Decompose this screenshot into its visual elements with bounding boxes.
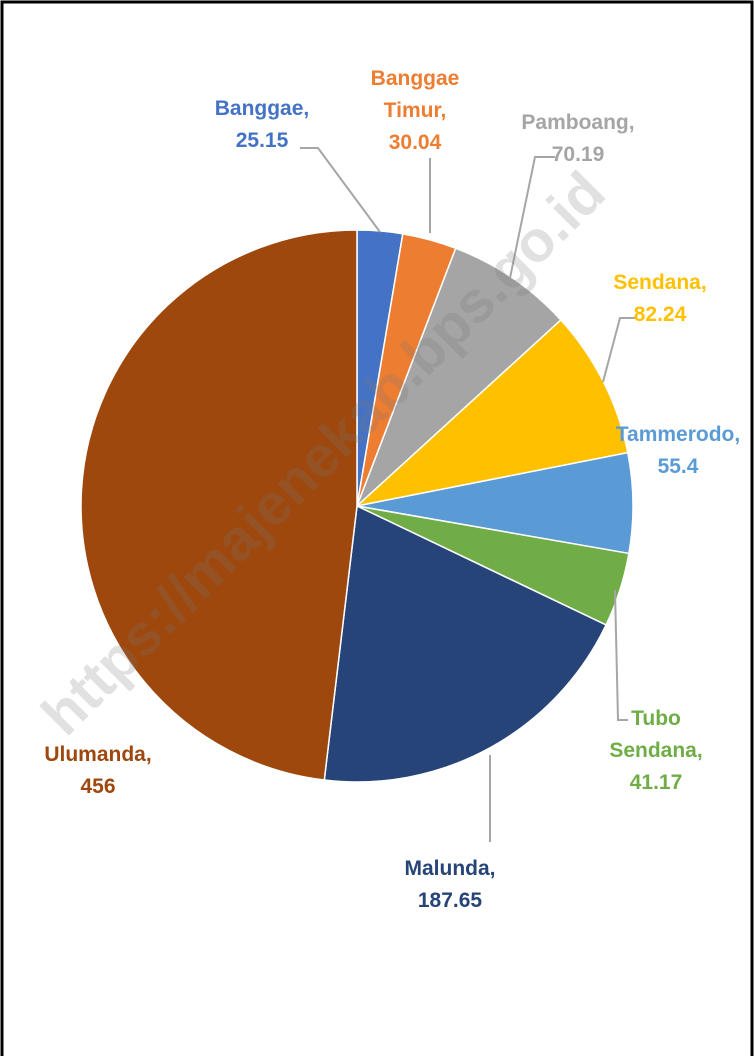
- category-name: Banggae Timur: [370, 67, 460, 122]
- data-label: Banggae, 25.15: [192, 93, 332, 157]
- value-label: 25.15: [235, 129, 289, 152]
- label-name: Tubo Sendana,: [601, 703, 711, 767]
- data-label: Tubo Sendana, 41.17: [601, 703, 711, 799]
- separator: ,: [734, 423, 741, 446]
- slice: [80, 229, 358, 781]
- category-name: Tubo Sendana: [609, 707, 697, 762]
- data-label: Pamboang, 70.19: [498, 107, 658, 171]
- label-name: Tammerodo,: [603, 419, 753, 451]
- category-name: Malunda: [404, 857, 490, 880]
- label-name: Malunda,: [380, 853, 520, 885]
- value-label: 30.04: [388, 131, 442, 154]
- data-label: Tammerodo, 55.4: [603, 419, 753, 483]
- separator: ,: [145, 743, 152, 766]
- category-name: Ulumanda: [44, 743, 146, 766]
- leader-lines: [300, 147, 636, 842]
- leader-line: [602, 317, 636, 383]
- value-label: 82.24: [633, 303, 687, 326]
- value-label: 41.17: [629, 771, 683, 794]
- label-name: Ulumanda,: [18, 739, 178, 771]
- value-label: 70.19: [551, 143, 605, 166]
- separator: ,: [628, 111, 635, 134]
- label-name: Banggae Timur,: [360, 63, 470, 127]
- category-name: Banggae: [214, 97, 304, 120]
- value-label: 456: [80, 775, 116, 798]
- separator: ,: [440, 99, 447, 122]
- label-name: Pamboang,: [498, 107, 658, 139]
- separator: ,: [489, 857, 496, 880]
- value-label: 187.65: [417, 889, 483, 912]
- separator: ,: [700, 271, 707, 294]
- separator: ,: [696, 739, 703, 762]
- slice: [323, 504, 608, 783]
- label-name: Banggae,: [192, 93, 332, 125]
- category-name: Tammerodo: [615, 423, 735, 446]
- leader-line: [614, 589, 628, 721]
- leader-line: [509, 156, 555, 279]
- category-name: Sendana: [613, 271, 701, 294]
- data-label: Sendana, 82.24: [600, 267, 720, 331]
- data-label: Malunda, 187.65: [380, 853, 520, 917]
- category-name: Pamboang: [521, 111, 629, 134]
- label-name: Sendana,: [600, 267, 720, 299]
- data-label: Ulumanda, 456: [18, 739, 178, 803]
- leader-line: [300, 147, 381, 233]
- value-label: 55.4: [657, 455, 699, 478]
- data-label: Banggae Timur, 30.04: [360, 63, 470, 159]
- separator: ,: [303, 97, 310, 120]
- slice: [356, 247, 562, 507]
